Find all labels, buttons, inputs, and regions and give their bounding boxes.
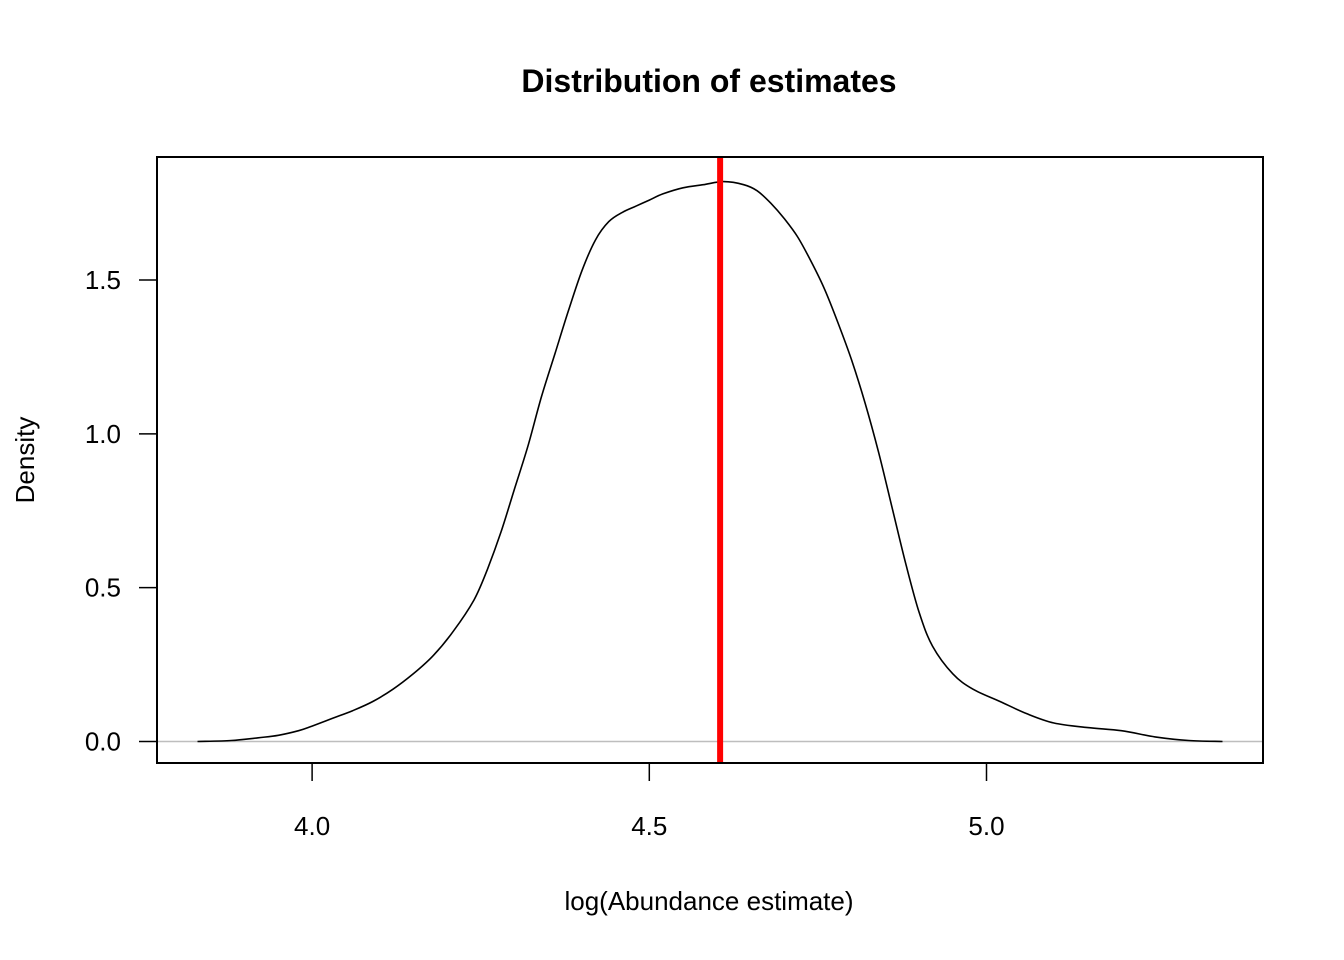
chart-title: Distribution of estimates	[521, 63, 896, 99]
density-curve-0	[197, 180, 1223, 743]
y-axis-label: Density	[10, 417, 40, 504]
plot-frame	[156, 156, 1264, 764]
x-tick-label: 4.0	[294, 811, 330, 841]
x-tick-label: 5.0	[968, 811, 1004, 841]
y-tick-label: 0.5	[85, 573, 121, 603]
y-tick-label: 1.0	[85, 419, 121, 449]
x-axis-label: log(Abundance estimate)	[564, 886, 853, 916]
y-tick-label: 0.0	[85, 726, 121, 756]
y-tick-label: 1.5	[85, 265, 121, 295]
x-tick-label: 4.5	[631, 811, 667, 841]
